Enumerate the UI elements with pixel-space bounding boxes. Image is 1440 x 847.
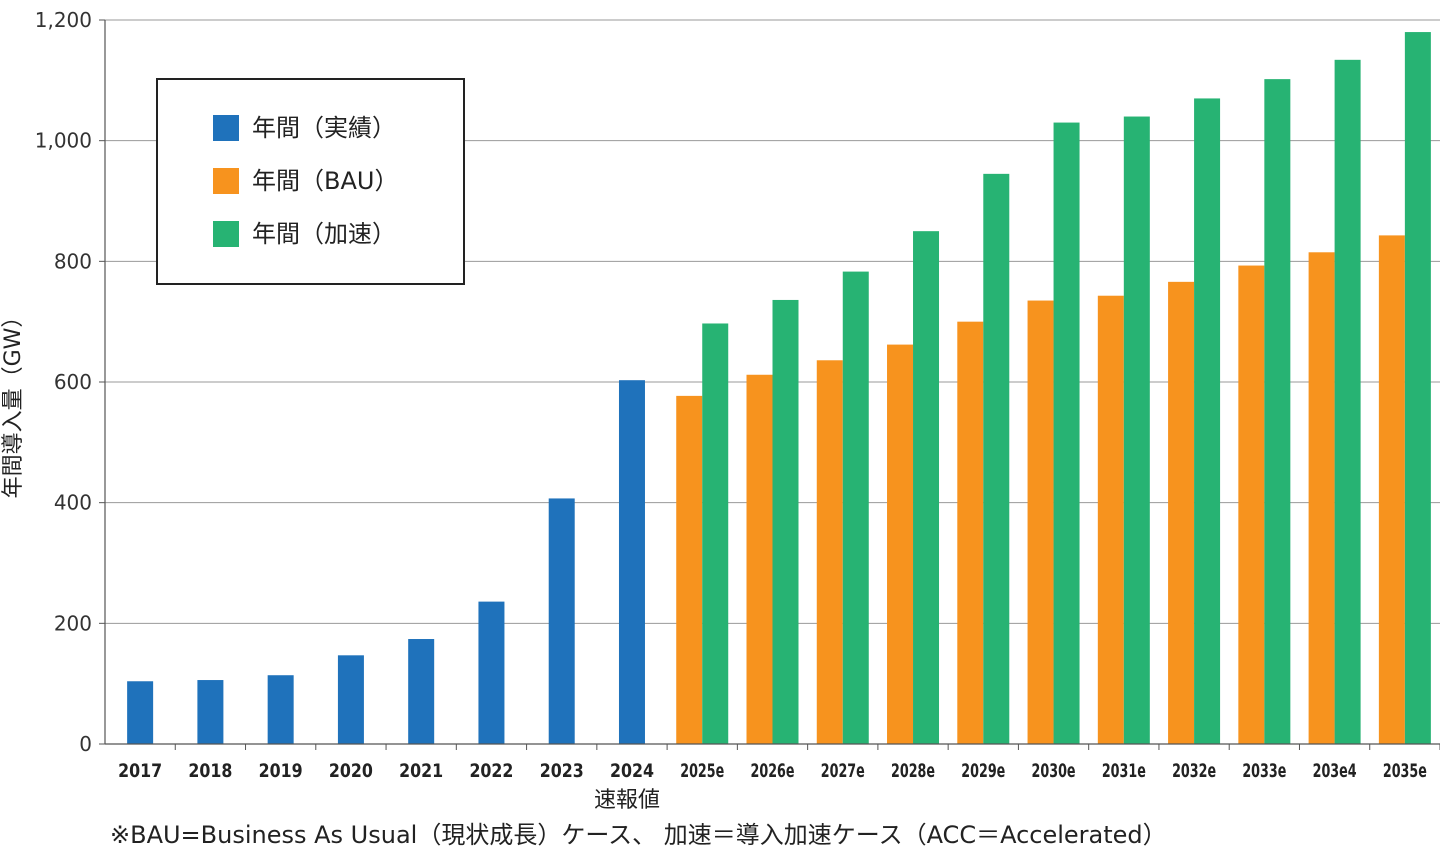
legend-swatch-accelerated [213,221,239,247]
bar-actual [548,498,575,744]
bar-bau [676,395,703,744]
x-tick-label: 2023 [540,760,584,782]
x-tick-label: 2018 [188,760,232,782]
bar-bau [1308,252,1335,745]
bar-accelerated [1194,98,1221,744]
bar-accelerated [1334,59,1361,744]
y-tick-label: 400 [54,491,92,515]
x-tick-label: 203e4 [1313,760,1357,782]
y-tick-label: 200 [54,611,92,635]
bar-bau [746,374,773,744]
x-tick-label: 2017 [118,760,162,782]
x-axis-labels: 2017 2018 2019 2020 2021 2022 2023 2024 2025e 202… [118,744,1440,782]
bar-accelerated [1404,32,1431,745]
bar-accelerated [1053,122,1080,745]
y-tick-label: 800 [54,249,92,273]
x-tick-label: 2031e [1102,760,1146,782]
footnote: ※BAU=Business As Usual（現状成長）ケース、 加速＝導入加速… [110,821,1167,847]
bar-bau [1168,281,1195,744]
bar-bau [1097,295,1124,744]
x-tick-label: 2021 [399,760,443,782]
y-tick-label: 1,000 [35,129,92,153]
bar-actual [618,380,645,744]
bar-bau [1027,300,1054,744]
y-axis-ticks: 0 200 400 600 800 1,000 1,200 [35,8,105,756]
y-tick-label: 600 [54,370,92,394]
x-tick-label: 2020 [329,760,373,782]
legend-swatch-actual [213,115,239,141]
x-tick-label: 2022 [469,760,513,782]
bar-bau [1378,235,1405,744]
bar-actual [478,601,505,744]
axes [104,20,1440,745]
preliminary-note: 速報値 [594,788,660,813]
bar-bau [1238,265,1265,744]
x-tick-label: 2032e [1172,760,1216,782]
x-tick-label: 2025e [680,760,724,782]
bar-accelerated [772,299,799,744]
x-tick-label: 2027e [821,760,865,782]
x-tick-label: 2035e [1383,760,1427,782]
bar-actual [337,655,364,744]
bar-bau [957,321,984,744]
bar-accelerated [983,173,1010,745]
bar-accelerated [702,323,729,744]
legend-label-bau: 年間（BAU） [252,167,398,195]
legend-swatch-bau [213,168,239,194]
bar-actual [197,680,224,744]
x-tick-label: 2026e [751,760,795,782]
y-tick-label: 1,200 [35,8,92,32]
x-tick-label: 2019 [259,760,303,782]
bar-actual [267,675,294,744]
x-tick-label: 2024 [610,760,654,782]
legend-label-accelerated: 年間（加速） [252,220,396,248]
bar-bau [816,360,843,744]
x-tick-label: 2033e [1242,760,1286,782]
bar-accelerated [1123,116,1150,745]
legend-label-actual: 年間（実績） [252,114,396,142]
bar-bau [887,344,914,744]
bar-accelerated [1264,79,1291,745]
bar-accelerated [913,231,940,744]
x-tick-label: 2028e [891,760,935,782]
y-axis-label: 年間導入量（GW） [1,306,26,499]
x-tick-label: 2030e [1032,760,1076,782]
bar-actual [408,639,435,744]
legend: 年間（実績） 年間（BAU） 年間（加速） [156,78,465,285]
y-tick-label: 0 [79,732,92,756]
bar-accelerated [842,271,869,744]
bars [127,32,1431,745]
bar-actual [127,681,154,744]
legend-box [156,78,465,285]
x-tick-label: 2029e [961,760,1005,782]
